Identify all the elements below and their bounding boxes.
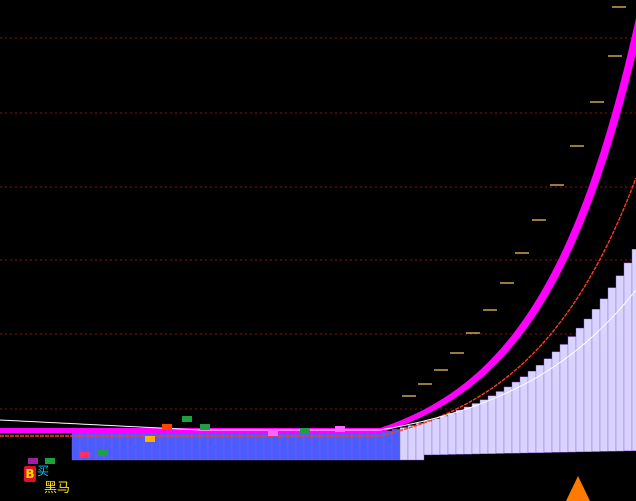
candle [268, 430, 278, 436]
step-markers [402, 6, 626, 397]
volume-bar [511, 381, 521, 454]
grid-lines [0, 37, 636, 410]
volume-bar [623, 262, 633, 452]
candle [300, 428, 310, 434]
candle [335, 426, 345, 432]
volume-bar [631, 249, 636, 451]
buy-signal-text: 买 [37, 464, 50, 478]
volume-bar [599, 298, 609, 452]
volume-bar [479, 399, 489, 454]
volume-bar [607, 287, 617, 452]
volume-bar [559, 344, 569, 453]
candle [182, 416, 192, 422]
triangle-marker [566, 476, 590, 501]
volume-bar [535, 364, 545, 453]
dark-horse-label: 黑马 [44, 481, 71, 496]
volume-bar [615, 275, 625, 452]
buy-signal-badge: B [24, 466, 36, 482]
volume-bar [383, 430, 393, 461]
volume-bars [71, 249, 636, 461]
volume-bar [415, 423, 425, 461]
volume-bar [391, 429, 401, 461]
volume-bar [407, 425, 417, 461]
volume-bar [439, 415, 449, 455]
volume-bar [463, 406, 473, 455]
moving-average-line [0, 177, 636, 437]
volume-bar [583, 318, 593, 452]
volume-bar [487, 395, 497, 454]
price-line [0, 289, 636, 431]
candle [145, 436, 155, 442]
volume-bar [431, 418, 441, 455]
volume-bar [495, 391, 505, 454]
volume-bar [399, 427, 409, 461]
volume-bar [447, 413, 457, 455]
candle [162, 424, 172, 430]
volume-bar [423, 420, 433, 456]
candlesticks [28, 416, 345, 464]
candle [80, 452, 90, 458]
volume-bar [455, 409, 465, 455]
volume-bar [519, 376, 529, 454]
volume-bar [575, 327, 585, 453]
candle [98, 450, 108, 456]
candle [45, 458, 55, 464]
volume-bar [471, 403, 481, 455]
volume-bar [527, 371, 537, 454]
candle [200, 424, 210, 430]
volume-bar [503, 386, 513, 454]
candle [28, 458, 38, 464]
